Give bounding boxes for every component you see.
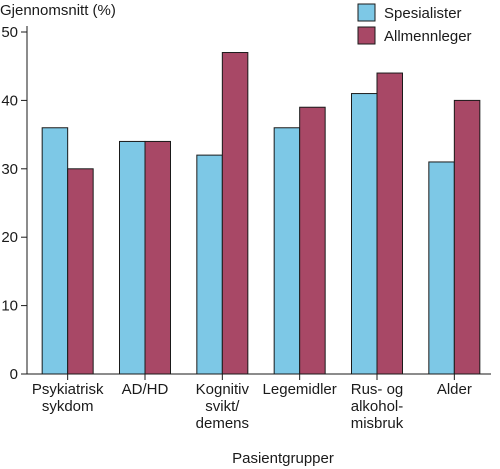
bar-spesialister-2 <box>196 154 223 375</box>
bar-spesialister-1 <box>119 140 146 375</box>
x-tick-label: Alder <box>437 381 472 398</box>
bar-spesialister-5 <box>428 161 455 375</box>
legend-swatch <box>357 3 376 22</box>
x-tick-label: Rus- og <box>351 381 404 398</box>
legend-label: Allmennleger <box>384 28 472 45</box>
bar-allmennleger-0 <box>67 168 94 375</box>
x-tick-label: svikt/ <box>205 398 240 415</box>
bar-spesialister-0 <box>41 127 69 375</box>
bar-spesialister-3 <box>273 127 301 375</box>
bar-allmennleger-4 <box>376 72 403 375</box>
x-tick-label: AD/HD <box>122 381 169 398</box>
y-tick-label: 40 <box>1 92 18 109</box>
bar-allmennleger-3 <box>299 106 326 375</box>
x-tick-label: alkohol- <box>351 398 404 415</box>
y-tick-label: 10 <box>1 298 18 315</box>
y-tick-label: 0 <box>10 366 18 383</box>
y-axis: 0 10 20 30 40 50 <box>1 24 28 383</box>
y-tick-label: 50 <box>1 24 18 41</box>
bar-spesialister-4 <box>351 93 378 375</box>
legend-label: Spesialister <box>384 5 462 22</box>
y-tick-label: 30 <box>1 161 18 178</box>
x-tick-label: misbruk <box>351 415 404 432</box>
legend: Spesialister Allmennleger <box>357 3 472 45</box>
x-tick-label: Psykiatrisk <box>32 381 104 398</box>
bar-allmennleger-2 <box>221 52 249 375</box>
bar-allmennleger-1 <box>144 140 171 375</box>
x-tick-label: Kognitiv <box>196 381 250 398</box>
x-tick-label: Legemidler <box>263 381 337 398</box>
x-axis-title: Pasientgrupper <box>232 450 334 467</box>
bar-allmennleger-5 <box>453 99 481 375</box>
bars <box>41 52 481 375</box>
legend-swatch <box>357 26 376 45</box>
x-tick-label: demens <box>196 415 249 432</box>
y-axis-title: Gjennomsnitt (%) <box>0 2 116 19</box>
x-tick-label: sykdom <box>42 398 94 415</box>
y-tick-label: 20 <box>1 229 18 246</box>
